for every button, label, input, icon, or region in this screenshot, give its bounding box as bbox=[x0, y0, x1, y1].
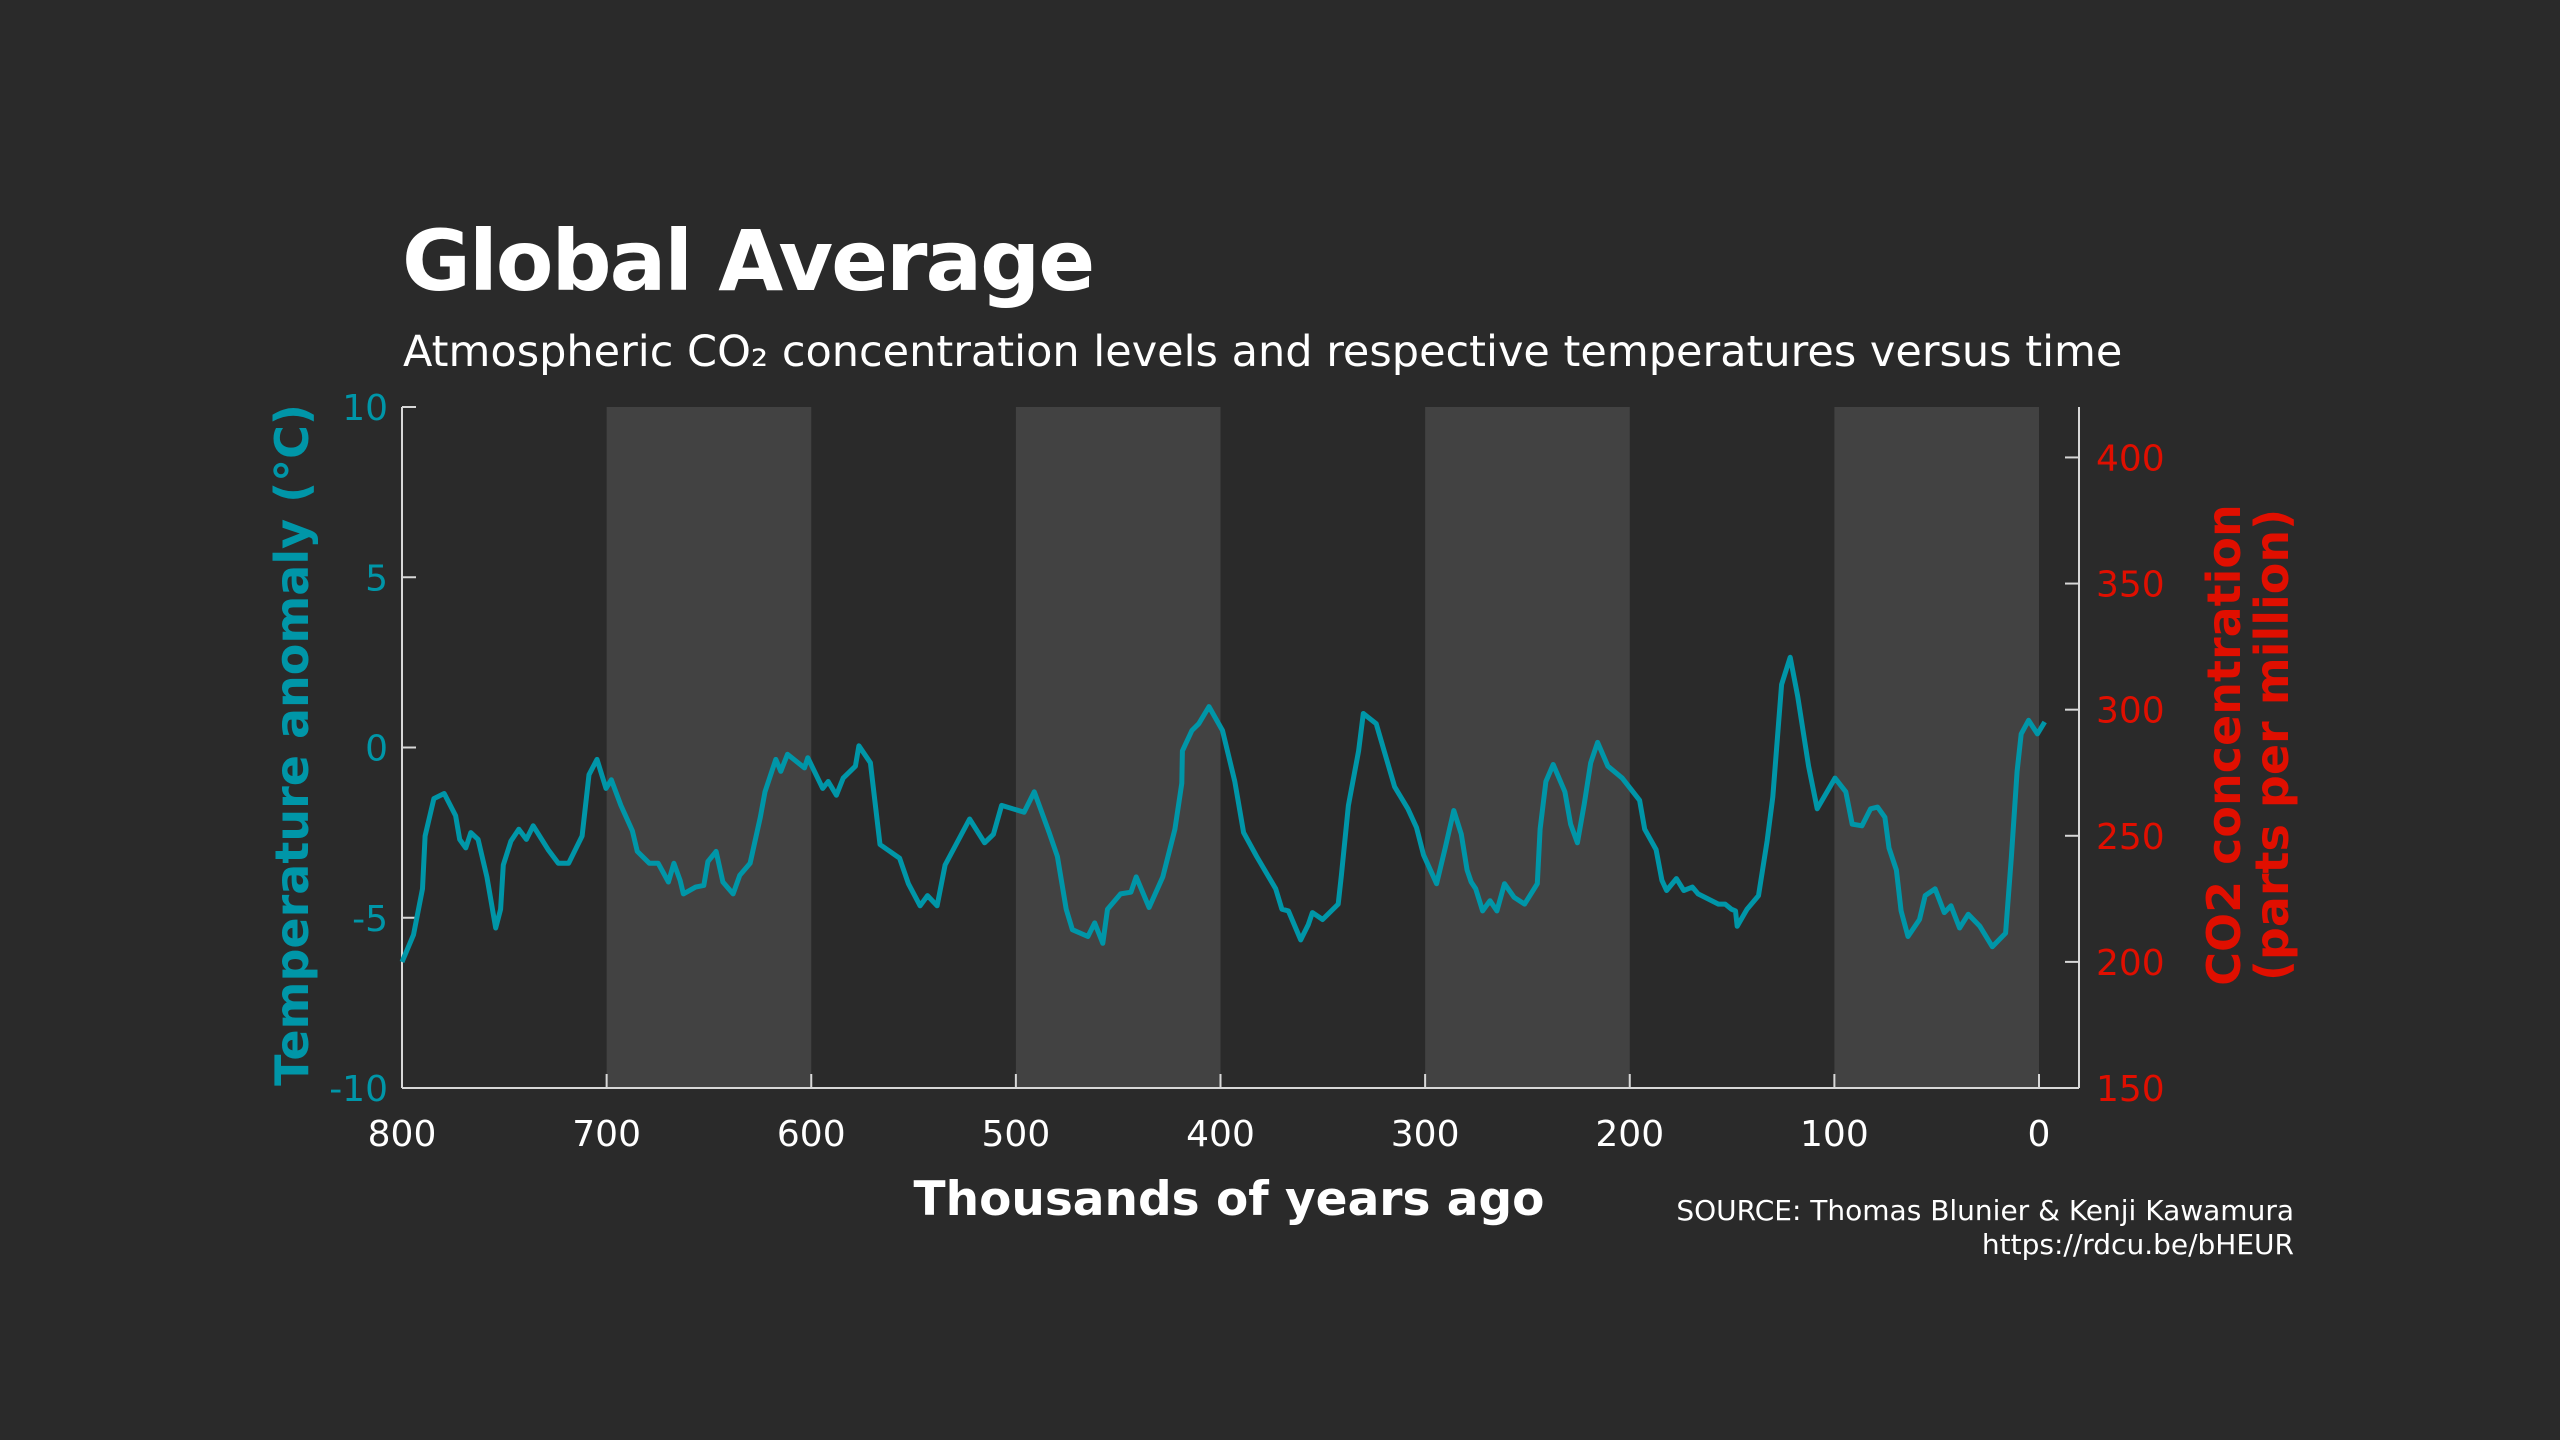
temperature-series-line bbox=[399, 654, 2047, 963]
y-left-tick-label: 5 bbox=[365, 558, 388, 599]
y-right-tick-label: 400 bbox=[2096, 438, 2165, 479]
chart-subtitle: Atmospheric CO₂ concentration levels and… bbox=[403, 327, 2122, 377]
y-right-axis-label-line2: (parts per million) bbox=[2245, 509, 2299, 981]
x-tick-label: 800 bbox=[368, 1114, 437, 1155]
y-left-tick-label: -5 bbox=[352, 899, 388, 940]
source-url[interactable]: https://rdcu.be/bHEUR bbox=[1982, 1228, 2294, 1261]
x-tick-label: 600 bbox=[777, 1114, 846, 1155]
y-left-tick-label: 0 bbox=[365, 729, 388, 770]
x-tick-label: 200 bbox=[1595, 1114, 1664, 1155]
x-tick-label: 700 bbox=[572, 1114, 641, 1155]
y-left-axis-label: Temperature anomaly (°C) bbox=[265, 404, 319, 1086]
y-left-tick-label: -10 bbox=[329, 1069, 388, 1110]
x-axis-label: Thousands of years ago bbox=[914, 1172, 1545, 1227]
shaded-band bbox=[606, 407, 812, 1088]
y-left-tick-label: 10 bbox=[342, 388, 388, 429]
x-tick-label: 0 bbox=[2028, 1114, 2051, 1155]
x-tick-label: 300 bbox=[1391, 1114, 1460, 1155]
x-tick-label: 100 bbox=[1800, 1114, 1869, 1155]
shaded-band bbox=[1015, 407, 1221, 1088]
y-right-tick-label: 250 bbox=[2096, 817, 2165, 858]
chart-title: Global Average bbox=[402, 212, 1093, 310]
y-right-axis-label-line1: CO2 concentration bbox=[2197, 504, 2251, 986]
x-tick-label: 400 bbox=[1186, 1114, 1255, 1155]
x-tick-label: 500 bbox=[982, 1114, 1051, 1155]
y-right-tick-label: 350 bbox=[2096, 565, 2165, 606]
y-right-tick-label: 200 bbox=[2096, 943, 2165, 984]
source-credit: SOURCE: Thomas Blunier & Kenji Kawamura bbox=[1676, 1194, 2294, 1227]
y-right-tick-label: 150 bbox=[2096, 1069, 2165, 1110]
y-right-tick-label: 300 bbox=[2096, 691, 2165, 732]
shaded-band bbox=[1834, 407, 2039, 1088]
